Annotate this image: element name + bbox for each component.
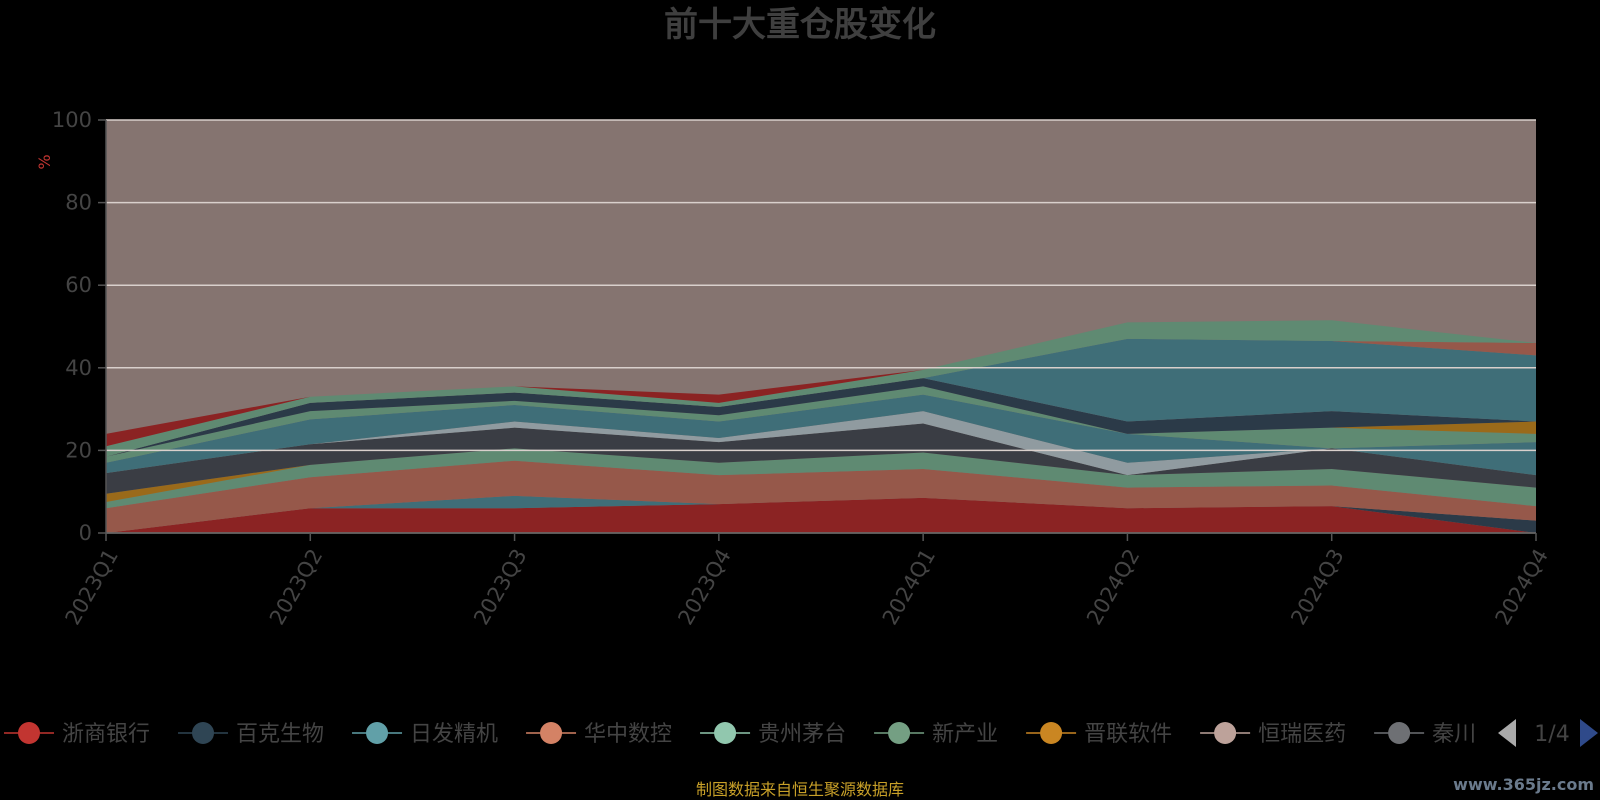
- legend-next-arrow-icon[interactable]: [1580, 719, 1598, 747]
- watermark: www.365jz.com: [1453, 775, 1594, 794]
- legend-item[interactable]: 贵州茅台: [700, 722, 846, 747]
- data-source-note: 制图数据来自恒生聚源数据库: [696, 780, 904, 799]
- legend-circle-marker: [540, 722, 563, 744]
- y-tick-label: 20: [65, 438, 92, 462]
- chart-title: 前十大重仓股变化: [664, 5, 936, 45]
- area-series-10: [106, 411, 1536, 476]
- legend-circle-marker: [714, 722, 737, 744]
- legend-item[interactable]: 华中数控: [526, 722, 672, 747]
- y-tick-label: 100: [52, 108, 92, 132]
- legend-label: 华中数控: [584, 722, 672, 747]
- area-series-12: [106, 394, 1536, 476]
- x-tick-label: 2023Q3: [469, 545, 531, 629]
- legend-item[interactable]: 浙商银行: [4, 722, 150, 747]
- legend-circle-marker: [1040, 722, 1063, 744]
- legend-label: 日发精机: [410, 722, 498, 747]
- y-tick-label: 60: [65, 273, 92, 297]
- y-tick-label: 0: [79, 521, 92, 545]
- area-series-3: [106, 495, 1536, 533]
- legend-label: 百克生物: [236, 722, 324, 747]
- y-tick-label: 40: [65, 356, 92, 380]
- legend-circle-marker: [18, 722, 40, 744]
- y-axis: 0 20 40 60 80 100: [52, 108, 107, 545]
- x-tick-label: 2024Q3: [1286, 545, 1348, 629]
- legend-circle-marker: [888, 722, 911, 744]
- legend-item[interactable]: 秦川: [1374, 722, 1476, 747]
- x-tick-label: 2023Q2: [265, 545, 327, 629]
- legend-item[interactable]: 晋联软件: [1026, 722, 1172, 747]
- legend-circle-marker: [1214, 722, 1237, 744]
- legend-items: 浙商银行 百克生物 日发精机 华中数控 贵州茅台 新产业 晋联软件 恒瑞医药 秦川: [4, 722, 1476, 747]
- legend-circle-marker: [192, 722, 215, 744]
- area-series-6: [106, 448, 1536, 509]
- area-series-16: [106, 378, 1536, 457]
- legend-label: 恒瑞医药: [1258, 722, 1346, 747]
- area-series-14: [106, 386, 1536, 463]
- x-tick-label: 2024Q1: [878, 545, 940, 629]
- legend-label: 晋联软件: [1084, 722, 1172, 747]
- legend-label: 新产业: [932, 722, 998, 747]
- legend-item[interactable]: 日发精机: [352, 722, 498, 747]
- legend-label: 贵州茅台: [758, 722, 846, 747]
- area-series-19: [106, 320, 1536, 457]
- x-tick-label: 2023Q4: [673, 545, 735, 629]
- area-series-20: [106, 320, 1536, 447]
- legend-circle-marker: [1388, 722, 1411, 744]
- legend-page-indicator: 1/4: [1534, 722, 1569, 747]
- area-series-group: [106, 320, 1536, 533]
- x-axis: 2023Q1 2023Q2 2023Q3 2023Q4 2024Q1 2024Q2 2024…: [61, 532, 1553, 629]
- legend-label: 秦川: [1432, 722, 1476, 747]
- legend-circle-marker: [366, 722, 389, 744]
- x-tick-label: 2023Q1: [61, 545, 123, 629]
- legend: 浙商银行 百克生物 日发精机 华中数控 贵州茅台 新产业 晋联软件 恒瑞医药 秦川 1/4: [4, 719, 1598, 747]
- legend-item[interactable]: 恒瑞医药: [1200, 722, 1346, 747]
- x-tick-label: 2024Q4: [1491, 545, 1553, 629]
- x-tick-label: 2024Q2: [1082, 545, 1144, 629]
- legend-label: 浙商银行: [62, 722, 150, 747]
- y-tick-label: 80: [65, 191, 92, 215]
- legend-prev-arrow-icon[interactable]: [1498, 719, 1516, 747]
- legend-item[interactable]: 百克生物: [178, 722, 324, 747]
- area-series-4: [106, 460, 1536, 533]
- legend-item[interactable]: 新产业: [874, 722, 998, 747]
- area-series-1: [106, 497, 1536, 533]
- legend-pager: 1/4: [1498, 719, 1598, 747]
- area-series-9: [106, 423, 1536, 494]
- y-axis-unit: %: [35, 154, 54, 169]
